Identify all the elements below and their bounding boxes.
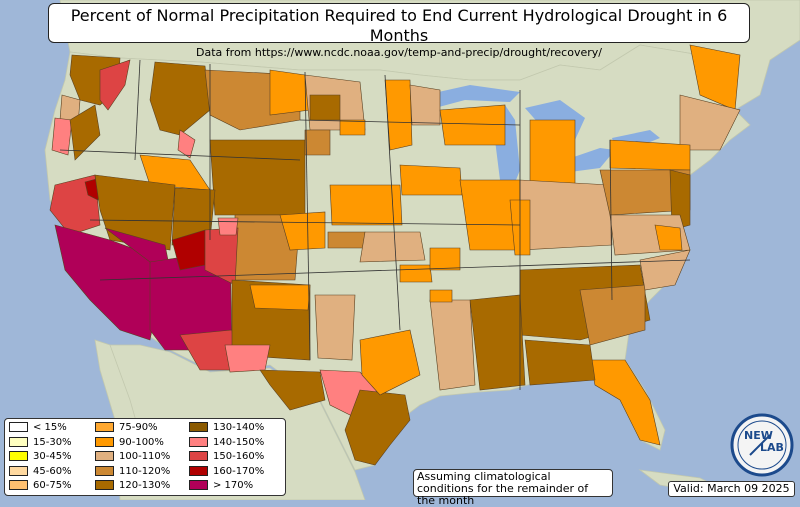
legend-label: 75-90% xyxy=(119,422,158,433)
region-90-100 xyxy=(589,359,661,446)
region-90-100 xyxy=(279,211,326,251)
region-90-100 xyxy=(459,179,521,251)
region-100-110 xyxy=(429,299,476,391)
climatology-note: Assuming climatological conditions for t… xyxy=(413,469,613,507)
region-110-120 xyxy=(327,231,366,249)
region-120-130 xyxy=(209,139,306,216)
legend-item: 100-110% xyxy=(95,451,170,463)
legend-label: > 170% xyxy=(213,480,254,491)
legend-swatch xyxy=(9,422,28,432)
region-100-110 xyxy=(409,84,441,126)
legend-item: 150-160% xyxy=(189,451,264,463)
region-100-110 xyxy=(519,179,613,251)
legend-item: 90-100% xyxy=(95,436,164,449)
region-90-100 xyxy=(654,224,683,251)
legend-swatch xyxy=(95,436,114,447)
logo-graphic xyxy=(730,413,794,477)
region-150-160 xyxy=(99,59,131,111)
legend-item: 130-140% xyxy=(189,422,264,434)
state-borders xyxy=(59,59,691,390)
logo-line1: NEW xyxy=(744,429,773,442)
region-90-100 xyxy=(359,329,421,396)
legend-item: 75-90% xyxy=(95,422,158,434)
map-title: Percent of Normal Precipitation Required… xyxy=(70,6,728,45)
legend-label: 90-100% xyxy=(119,436,164,448)
legend-label: 150-160% xyxy=(213,451,265,462)
region-120-130 xyxy=(524,339,596,386)
region-90-100 xyxy=(429,289,453,303)
region-140-150 xyxy=(177,129,196,159)
region-110-120 xyxy=(304,129,331,156)
region-90-100 xyxy=(329,184,403,226)
legend-item: 30-45% xyxy=(9,451,72,463)
region-120-130 xyxy=(344,389,411,466)
valid-date: Valid: March 09 2025 xyxy=(668,481,795,497)
legend-swatch xyxy=(9,451,28,461)
region-120-130 xyxy=(259,369,326,411)
legend-item: 15-30% xyxy=(9,436,72,449)
legend-swatch xyxy=(189,465,208,476)
drought-regions xyxy=(49,44,741,466)
region-90-100 xyxy=(529,119,576,186)
legend-item: 110-120% xyxy=(95,465,171,478)
region-140-150 xyxy=(224,344,271,373)
logo-line2: LAB xyxy=(760,441,784,454)
legend-label: 30-45% xyxy=(33,451,72,462)
region-140-150 xyxy=(217,217,239,236)
legend-label: 130-140% xyxy=(213,422,265,433)
legend-swatch xyxy=(95,480,114,490)
legend-item: 160-170% xyxy=(189,465,265,478)
legend-swatch xyxy=(189,422,208,432)
legend-label: 140-150% xyxy=(213,436,265,448)
region-90-100 xyxy=(399,164,463,196)
region-120-130 xyxy=(309,94,341,121)
legend-item: 45-60% xyxy=(9,465,72,478)
legend-label: 160-170% xyxy=(213,465,265,477)
legend-item: 120-130% xyxy=(95,480,170,492)
legend-label: 100-110% xyxy=(119,451,171,462)
legend-swatch xyxy=(95,451,114,461)
title-box: Percent of Normal Precipitation Required… xyxy=(48,3,750,59)
logo: NEW LAB xyxy=(730,413,794,477)
region-110-120 xyxy=(579,284,646,346)
region-100-110 xyxy=(639,249,691,291)
region-100-110 xyxy=(314,294,356,361)
legend-swatch xyxy=(9,480,28,490)
region-100-110 xyxy=(359,231,426,263)
legend-swatch xyxy=(189,451,208,461)
map-subtitle: Data from https://www.ncdc.noaa.gov/temp… xyxy=(196,46,602,59)
region-140-150 xyxy=(51,117,73,156)
legend-swatch xyxy=(95,465,114,476)
legend-item: 140-150% xyxy=(189,436,265,449)
legend-label: 15-30% xyxy=(33,436,72,448)
region-90-100 xyxy=(429,247,461,271)
region-90-100 xyxy=(399,264,433,283)
legend-label: 110-120% xyxy=(119,465,171,477)
legend-item: 60-75% xyxy=(9,480,72,492)
region-120-130 xyxy=(69,104,101,161)
region-90-100 xyxy=(249,284,311,311)
legend-swatch xyxy=(9,436,28,447)
legend-label: < 15% xyxy=(33,422,67,433)
region-over-170 xyxy=(54,224,161,341)
legend-item: > 170% xyxy=(189,480,253,492)
region-90-100 xyxy=(339,119,366,136)
legend-label: 45-60% xyxy=(33,465,72,477)
legend-label: 120-130% xyxy=(119,480,171,491)
legend-label: 60-75% xyxy=(33,480,72,491)
legend-swatch xyxy=(9,465,28,476)
region-90-100 xyxy=(439,104,506,146)
legend-swatch xyxy=(189,480,208,490)
legend-swatch xyxy=(189,436,208,447)
region-90-100 xyxy=(609,139,691,171)
legend-swatch xyxy=(95,422,114,432)
region-90-100 xyxy=(269,69,311,116)
legend-item: < 15% xyxy=(9,422,67,434)
region-120-130 xyxy=(469,294,526,391)
region-100-110 xyxy=(679,94,741,151)
legend: < 15% 15-30% 30-45% 45-60% 60-75% 75-90% 90-10… xyxy=(4,418,286,496)
